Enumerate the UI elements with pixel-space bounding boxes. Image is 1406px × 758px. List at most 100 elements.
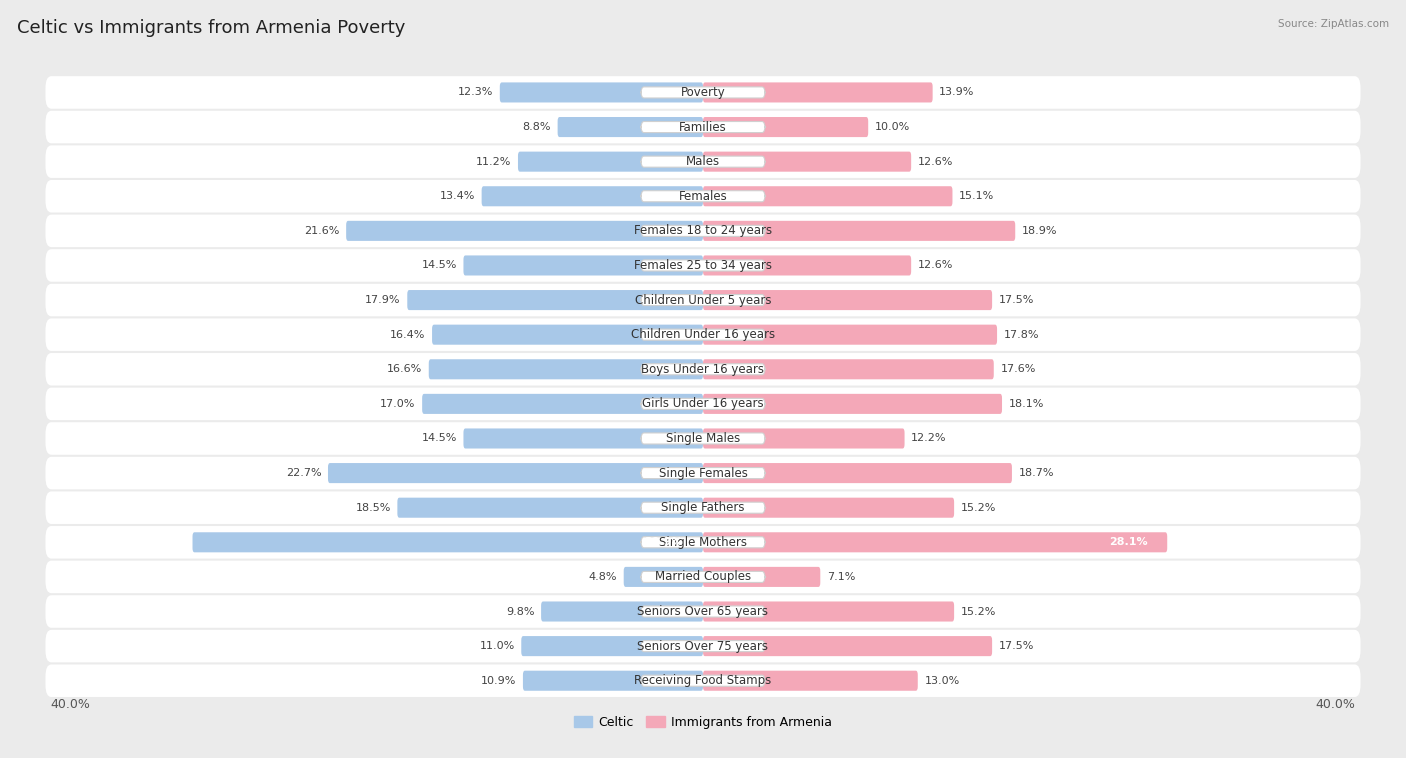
FancyBboxPatch shape xyxy=(45,595,1361,628)
FancyBboxPatch shape xyxy=(45,353,1361,386)
FancyBboxPatch shape xyxy=(45,111,1361,143)
FancyBboxPatch shape xyxy=(45,283,1361,316)
Text: 14.5%: 14.5% xyxy=(422,261,457,271)
FancyBboxPatch shape xyxy=(641,260,765,271)
Text: 11.0%: 11.0% xyxy=(479,641,515,651)
Text: 18.7%: 18.7% xyxy=(1018,468,1054,478)
FancyBboxPatch shape xyxy=(346,221,703,241)
Text: 21.6%: 21.6% xyxy=(304,226,339,236)
FancyBboxPatch shape xyxy=(45,387,1361,420)
Text: Source: ZipAtlas.com: Source: ZipAtlas.com xyxy=(1278,19,1389,29)
FancyBboxPatch shape xyxy=(624,567,703,587)
Legend: Celtic, Immigrants from Armenia: Celtic, Immigrants from Armenia xyxy=(568,711,838,734)
FancyBboxPatch shape xyxy=(703,221,1015,241)
Text: Single Fathers: Single Fathers xyxy=(661,501,745,514)
FancyBboxPatch shape xyxy=(45,665,1361,697)
FancyBboxPatch shape xyxy=(464,255,703,275)
Text: 40.0%: 40.0% xyxy=(1316,698,1355,711)
FancyBboxPatch shape xyxy=(703,324,997,345)
FancyBboxPatch shape xyxy=(641,675,765,686)
Text: Males: Males xyxy=(686,155,720,168)
Text: 8.8%: 8.8% xyxy=(523,122,551,132)
Text: 30.9%: 30.9% xyxy=(645,537,683,547)
FancyBboxPatch shape xyxy=(45,146,1361,178)
Text: 18.5%: 18.5% xyxy=(356,503,391,512)
Text: Receiving Food Stamps: Receiving Food Stamps xyxy=(634,674,772,688)
Text: Single Males: Single Males xyxy=(666,432,740,445)
FancyBboxPatch shape xyxy=(703,671,918,691)
FancyBboxPatch shape xyxy=(641,572,765,582)
FancyBboxPatch shape xyxy=(328,463,703,483)
Text: 15.2%: 15.2% xyxy=(960,503,995,512)
FancyBboxPatch shape xyxy=(703,636,993,656)
FancyBboxPatch shape xyxy=(517,152,703,171)
FancyBboxPatch shape xyxy=(558,117,703,137)
FancyBboxPatch shape xyxy=(703,532,1167,553)
FancyBboxPatch shape xyxy=(703,186,952,206)
FancyBboxPatch shape xyxy=(45,630,1361,662)
Text: 17.5%: 17.5% xyxy=(998,295,1033,305)
FancyBboxPatch shape xyxy=(408,290,703,310)
FancyBboxPatch shape xyxy=(523,671,703,691)
FancyBboxPatch shape xyxy=(193,532,703,553)
Text: 13.0%: 13.0% xyxy=(924,675,960,686)
Text: Boys Under 16 years: Boys Under 16 years xyxy=(641,363,765,376)
FancyBboxPatch shape xyxy=(45,422,1361,455)
Text: Females 25 to 34 years: Females 25 to 34 years xyxy=(634,259,772,272)
Text: 28.1%: 28.1% xyxy=(1109,537,1147,547)
Text: Families: Families xyxy=(679,121,727,133)
Text: 18.9%: 18.9% xyxy=(1022,226,1057,236)
Text: Females 18 to 24 years: Females 18 to 24 years xyxy=(634,224,772,237)
Text: 10.9%: 10.9% xyxy=(481,675,516,686)
FancyBboxPatch shape xyxy=(45,215,1361,247)
Text: Girls Under 16 years: Girls Under 16 years xyxy=(643,397,763,410)
Text: 17.5%: 17.5% xyxy=(998,641,1033,651)
Text: 14.5%: 14.5% xyxy=(422,434,457,443)
FancyBboxPatch shape xyxy=(641,329,765,340)
FancyBboxPatch shape xyxy=(703,117,868,137)
FancyBboxPatch shape xyxy=(429,359,703,379)
Text: 4.8%: 4.8% xyxy=(589,572,617,582)
FancyBboxPatch shape xyxy=(703,152,911,171)
Text: 15.2%: 15.2% xyxy=(960,606,995,616)
FancyBboxPatch shape xyxy=(45,561,1361,594)
FancyBboxPatch shape xyxy=(641,502,765,513)
FancyBboxPatch shape xyxy=(45,491,1361,524)
FancyBboxPatch shape xyxy=(703,428,904,449)
Text: 18.1%: 18.1% xyxy=(1008,399,1045,409)
Text: 17.0%: 17.0% xyxy=(380,399,416,409)
Text: Seniors Over 75 years: Seniors Over 75 years xyxy=(637,640,769,653)
FancyBboxPatch shape xyxy=(703,290,993,310)
FancyBboxPatch shape xyxy=(45,249,1361,282)
FancyBboxPatch shape xyxy=(703,567,820,587)
FancyBboxPatch shape xyxy=(641,225,765,236)
FancyBboxPatch shape xyxy=(641,364,765,374)
Text: Seniors Over 65 years: Seniors Over 65 years xyxy=(637,605,769,618)
Text: 7.1%: 7.1% xyxy=(827,572,855,582)
Text: 12.3%: 12.3% xyxy=(458,87,494,98)
FancyBboxPatch shape xyxy=(45,457,1361,490)
Text: Single Mothers: Single Mothers xyxy=(659,536,747,549)
FancyBboxPatch shape xyxy=(45,526,1361,559)
FancyBboxPatch shape xyxy=(45,76,1361,108)
FancyBboxPatch shape xyxy=(432,324,703,345)
Text: 40.0%: 40.0% xyxy=(51,698,90,711)
Text: 15.1%: 15.1% xyxy=(959,191,994,202)
Text: 22.7%: 22.7% xyxy=(285,468,322,478)
FancyBboxPatch shape xyxy=(641,399,765,409)
Text: 17.8%: 17.8% xyxy=(1004,330,1039,340)
FancyBboxPatch shape xyxy=(422,394,703,414)
FancyBboxPatch shape xyxy=(641,295,765,305)
Text: 13.4%: 13.4% xyxy=(440,191,475,202)
FancyBboxPatch shape xyxy=(641,468,765,478)
FancyBboxPatch shape xyxy=(482,186,703,206)
FancyBboxPatch shape xyxy=(641,191,765,202)
FancyBboxPatch shape xyxy=(398,498,703,518)
Text: 9.8%: 9.8% xyxy=(506,606,534,616)
FancyBboxPatch shape xyxy=(641,121,765,133)
Text: Single Females: Single Females xyxy=(658,467,748,480)
Text: 12.2%: 12.2% xyxy=(911,434,946,443)
FancyBboxPatch shape xyxy=(641,87,765,98)
FancyBboxPatch shape xyxy=(45,180,1361,212)
FancyBboxPatch shape xyxy=(703,83,932,102)
